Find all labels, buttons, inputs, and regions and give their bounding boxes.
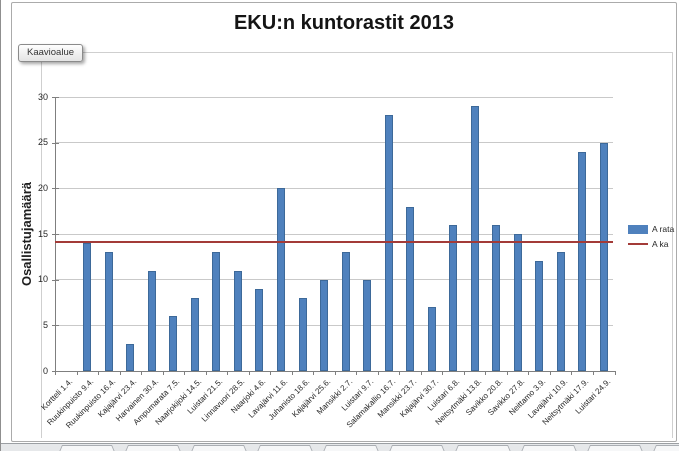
x-tick-mark xyxy=(571,371,573,375)
line-series-swatch xyxy=(628,243,648,245)
bar[interactable] xyxy=(341,252,350,371)
sheet-tab-strip[interactable] xyxy=(1,443,679,451)
gridline xyxy=(55,233,613,235)
x-tick-mark xyxy=(76,371,78,375)
bar[interactable] xyxy=(277,188,285,371)
bar[interactable] xyxy=(427,307,436,371)
bar[interactable] xyxy=(147,270,156,371)
x-tick-mark xyxy=(205,371,207,375)
bar[interactable] xyxy=(212,252,221,371)
sheet-tab[interactable] xyxy=(320,445,382,451)
x-tick-mark xyxy=(356,371,358,375)
bar[interactable] xyxy=(492,224,501,371)
bar[interactable] xyxy=(104,252,113,371)
bar[interactable] xyxy=(578,151,587,371)
x-tick-mark xyxy=(141,371,143,375)
bar[interactable] xyxy=(513,234,522,371)
bar[interactable] xyxy=(363,279,372,371)
sheet-tab[interactable] xyxy=(452,445,514,451)
sheet-tab[interactable] xyxy=(122,445,184,451)
chart-title[interactable]: EKU:n kuntorastit 2013 xyxy=(233,12,455,34)
sheet-tab[interactable] xyxy=(518,445,580,451)
y-tick-label: 20 xyxy=(37,182,48,193)
bar-series-swatch xyxy=(628,224,648,234)
sheet-tab-face xyxy=(57,446,117,451)
sheet-tab-face xyxy=(519,446,579,451)
bar[interactable] xyxy=(320,279,329,371)
bar[interactable] xyxy=(233,270,242,371)
x-tick-mark xyxy=(98,371,100,375)
legend-item-a-ka[interactable]: A ka xyxy=(628,239,676,249)
gridline xyxy=(55,187,613,189)
y-tick-label: 5 xyxy=(42,319,48,330)
gridline xyxy=(55,142,613,144)
bar[interactable] xyxy=(535,261,544,371)
x-tick-mark xyxy=(377,371,379,375)
x-tick-mark xyxy=(528,371,530,375)
y-tick-label: 10 xyxy=(37,274,48,285)
bar[interactable] xyxy=(449,224,458,371)
legend-label-a-rata: A rata xyxy=(652,224,675,234)
x-tick-mark xyxy=(313,371,315,375)
y-tick-label: 15 xyxy=(37,228,48,239)
x-tick-mark xyxy=(485,371,487,375)
legend[interactable]: A rata A ka xyxy=(628,224,676,254)
bar[interactable] xyxy=(599,142,608,371)
x-tick-mark xyxy=(614,371,616,375)
y-axis-line xyxy=(55,97,56,371)
sheet-tab-face xyxy=(453,446,513,451)
x-tick-mark xyxy=(420,371,422,375)
x-tick-mark xyxy=(119,371,121,375)
x-tick-mark xyxy=(593,371,594,375)
sheet-tab[interactable] xyxy=(56,445,118,451)
x-tick-mark xyxy=(270,371,272,375)
sheet-tab-face xyxy=(651,446,679,451)
sheet-tab[interactable] xyxy=(584,445,646,451)
bar[interactable] xyxy=(190,297,199,371)
x-tick-mark xyxy=(162,371,164,375)
x-tick-mark xyxy=(334,371,336,375)
x-tick-mark xyxy=(227,371,229,375)
sheet-tab[interactable] xyxy=(386,445,448,451)
x-tick-mark xyxy=(399,371,401,375)
bar[interactable] xyxy=(169,316,178,371)
bar[interactable] xyxy=(556,252,565,371)
y-tick-label: 0 xyxy=(42,365,48,376)
sheet-tab-face xyxy=(123,446,183,451)
bar[interactable] xyxy=(126,343,135,371)
x-tick-mark xyxy=(248,371,250,375)
chart-area-hover-border[interactable] xyxy=(41,52,673,438)
bar[interactable] xyxy=(406,206,415,371)
average-line[interactable] xyxy=(55,241,613,244)
x-tick-mark xyxy=(506,371,508,375)
y-tick-label: 25 xyxy=(37,137,48,148)
x-tick-mark xyxy=(291,371,293,375)
sheet-tab-face xyxy=(321,446,381,451)
x-tick-mark xyxy=(463,371,465,375)
gridline xyxy=(55,279,613,281)
x-tick-mark xyxy=(184,371,186,375)
bar[interactable] xyxy=(255,288,264,371)
x-tick-mark xyxy=(55,371,56,375)
sheet-tab-face xyxy=(255,446,315,451)
y-tick-label: 30 xyxy=(37,91,48,102)
sheet-tab[interactable] xyxy=(650,445,679,451)
sheet-tab-face xyxy=(189,446,249,451)
bar[interactable] xyxy=(298,297,307,371)
bar[interactable] xyxy=(470,106,479,371)
bar[interactable] xyxy=(83,243,92,371)
sheet-tab-face xyxy=(387,446,447,451)
x-tick-mark xyxy=(442,371,444,375)
sheet-tab[interactable] xyxy=(254,445,316,451)
sheet-tab[interactable] xyxy=(188,445,250,451)
sheet-tab-face xyxy=(585,446,645,451)
x-tick-mark xyxy=(549,371,551,375)
legend-item-a-rata[interactable]: A rata xyxy=(628,224,676,234)
legend-label-a-ka: A ka xyxy=(652,239,669,249)
chart-area-tooltip: Kaavioalue xyxy=(18,44,84,62)
gridline xyxy=(55,96,613,98)
gridline xyxy=(55,324,613,326)
